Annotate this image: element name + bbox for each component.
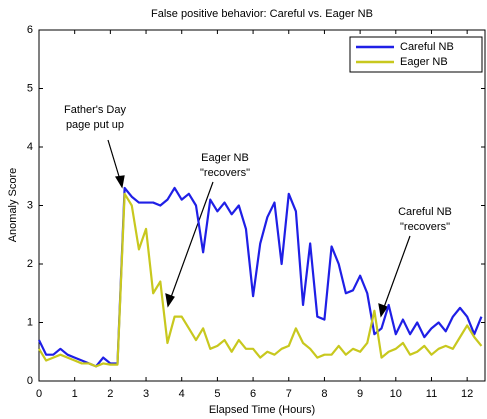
y-tick-label: 5 <box>27 82 33 94</box>
x-tick-label: 10 <box>390 388 402 400</box>
series-line <box>38 192 483 368</box>
x-tick-label: 0 <box>36 388 42 400</box>
y-tick-label: 1 <box>27 316 33 328</box>
annotation: "recovers" <box>400 221 450 233</box>
arrow-head <box>115 175 125 189</box>
x-tick-label: 2 <box>107 388 113 400</box>
annotation: Eager NB <box>201 152 249 164</box>
y-tick-label: 2 <box>27 258 33 270</box>
x-axis-label: Elapsed Time (Hours) <box>209 404 315 416</box>
y-tick-label: 3 <box>27 199 33 211</box>
series-line <box>38 186 483 368</box>
arrow-head <box>378 303 388 318</box>
x-tick-label: 11 <box>426 388 437 400</box>
x-tick-label: 7 <box>286 388 292 400</box>
annotation: Father's Day <box>64 104 127 116</box>
chart-title: False positive behavior: Careful vs. Eag… <box>151 8 373 20</box>
annotation: page put up <box>66 119 124 131</box>
annotation: "recovers" <box>200 167 250 179</box>
x-tick-label: 8 <box>321 388 327 400</box>
x-tick-label: 9 <box>357 388 363 400</box>
arrow-head <box>165 293 175 308</box>
x-tick-label: 12 <box>461 388 473 400</box>
annotation: Careful NB <box>398 206 452 218</box>
legend-label: Eager NB <box>400 56 448 68</box>
y-tick-label: 0 <box>27 375 33 387</box>
x-tick-label: 1 <box>72 388 78 400</box>
y-tick-label: 6 <box>27 24 33 36</box>
x-tick-label: 6 <box>250 388 256 400</box>
legend-label: Careful NB <box>400 41 454 53</box>
arrows <box>107 139 411 318</box>
y-axis-label: Anomaly Score <box>7 168 19 243</box>
legend-box <box>349 36 483 73</box>
y-tick-label: 4 <box>27 141 33 153</box>
arrow <box>382 235 411 311</box>
arrow <box>169 181 214 301</box>
x-tick-label: 4 <box>179 388 185 400</box>
x-tick-label: 3 <box>143 388 149 400</box>
x-tick-label: 5 <box>214 388 220 400</box>
arrow <box>107 139 122 184</box>
